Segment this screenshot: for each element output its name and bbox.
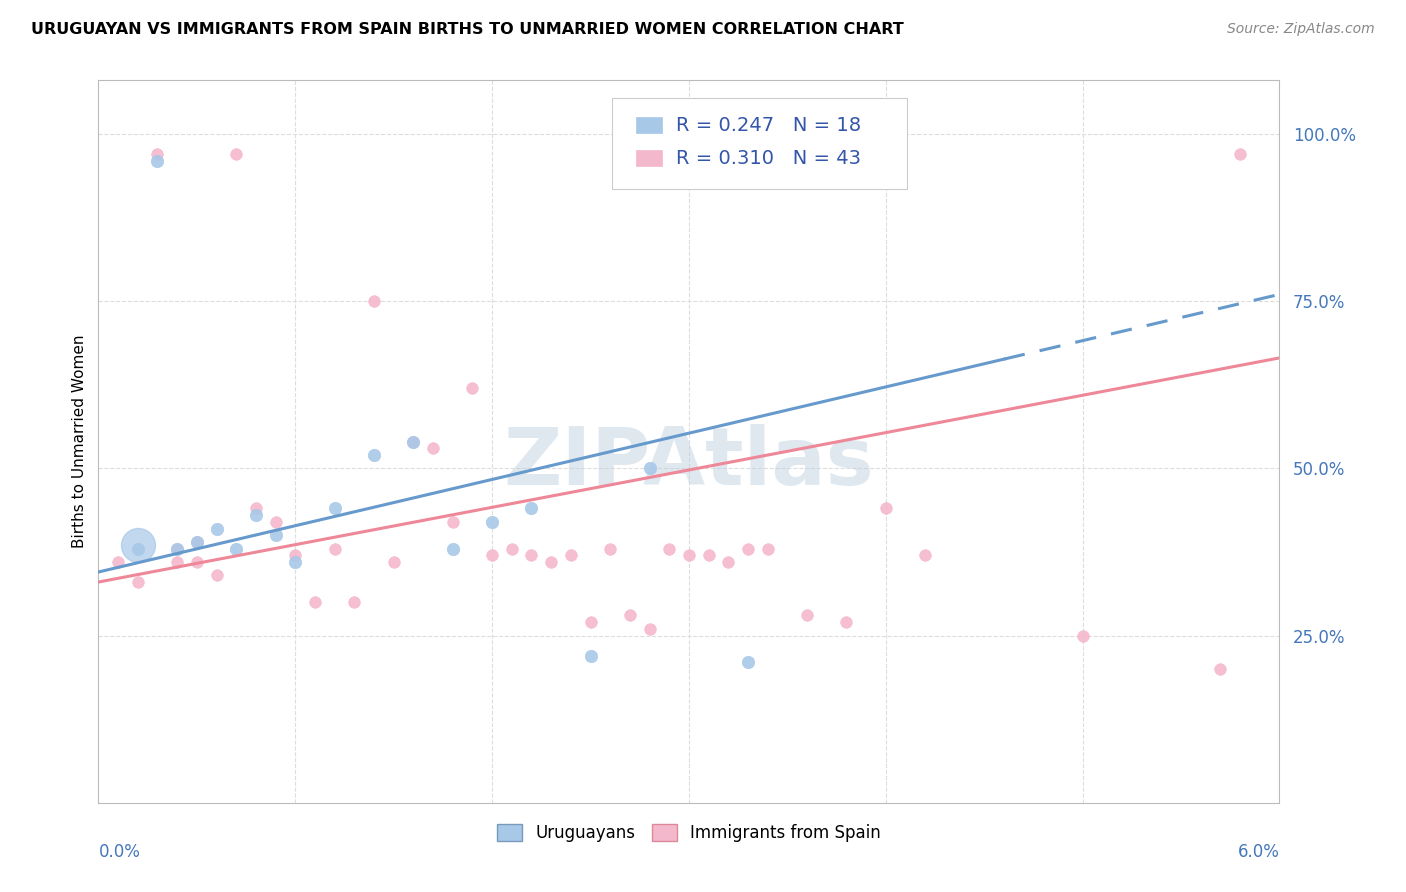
Point [697, 548, 720, 563]
Point [658, 541, 681, 556]
Point [186, 534, 208, 549]
Point [205, 568, 228, 582]
Point [264, 528, 287, 542]
FancyBboxPatch shape [612, 98, 907, 189]
Point [304, 595, 326, 609]
Point [756, 541, 779, 556]
Point [186, 555, 208, 569]
Point [323, 501, 346, 516]
Y-axis label: Births to Unmarried Women: Births to Unmarried Women [72, 334, 87, 549]
Text: R = 0.247   N = 18: R = 0.247 N = 18 [676, 116, 860, 135]
Point [638, 461, 661, 475]
Point [127, 538, 149, 552]
Text: URUGUAYAN VS IMMIGRANTS FROM SPAIN BIRTHS TO UNMARRIED WOMEN CORRELATION CHART: URUGUAYAN VS IMMIGRANTS FROM SPAIN BIRTH… [31, 22, 904, 37]
Point [619, 608, 641, 623]
Point [579, 615, 602, 630]
Text: ZIPAtlas: ZIPAtlas [503, 425, 875, 502]
Point [717, 555, 740, 569]
Text: Source: ZipAtlas.com: Source: ZipAtlas.com [1227, 22, 1375, 37]
Point [166, 555, 188, 569]
Point [245, 508, 267, 523]
Point [146, 147, 169, 161]
Point [1229, 147, 1251, 161]
Point [579, 648, 602, 663]
Point [186, 534, 208, 549]
Legend: Uruguayans, Immigrants from Spain: Uruguayans, Immigrants from Spain [491, 817, 887, 848]
Point [599, 541, 621, 556]
Point [1209, 662, 1232, 676]
Point [540, 555, 562, 569]
Point [107, 555, 129, 569]
Point [402, 434, 425, 449]
Text: R = 0.310   N = 43: R = 0.310 N = 43 [676, 149, 860, 168]
Point [146, 153, 169, 168]
Point [796, 608, 818, 623]
Text: 0.0%: 0.0% [98, 843, 141, 861]
Point [875, 501, 897, 516]
Point [560, 548, 582, 563]
Point [127, 541, 149, 556]
Point [835, 615, 858, 630]
Point [481, 515, 503, 529]
Point [481, 548, 503, 563]
Point [166, 541, 188, 556]
Point [166, 541, 188, 556]
Point [461, 381, 484, 395]
FancyBboxPatch shape [636, 117, 662, 133]
Point [284, 555, 307, 569]
Point [284, 548, 307, 563]
Point [638, 622, 661, 636]
Point [382, 555, 405, 569]
Point [914, 548, 936, 563]
Point [363, 294, 385, 309]
Point [501, 541, 523, 556]
Point [402, 434, 425, 449]
Point [363, 448, 385, 462]
FancyBboxPatch shape [636, 151, 662, 166]
Point [323, 541, 346, 556]
Point [737, 655, 759, 669]
Point [225, 147, 247, 161]
Point [343, 595, 366, 609]
Point [245, 501, 267, 516]
Point [441, 541, 464, 556]
Point [1071, 628, 1094, 642]
Point [441, 515, 464, 529]
Point [422, 442, 444, 455]
Point [678, 548, 700, 563]
Point [520, 548, 543, 563]
Point [205, 521, 228, 535]
Point [264, 515, 287, 529]
Text: 6.0%: 6.0% [1237, 843, 1279, 861]
Point [225, 541, 247, 556]
Point [127, 575, 149, 590]
Point [520, 501, 543, 516]
Point [737, 541, 759, 556]
